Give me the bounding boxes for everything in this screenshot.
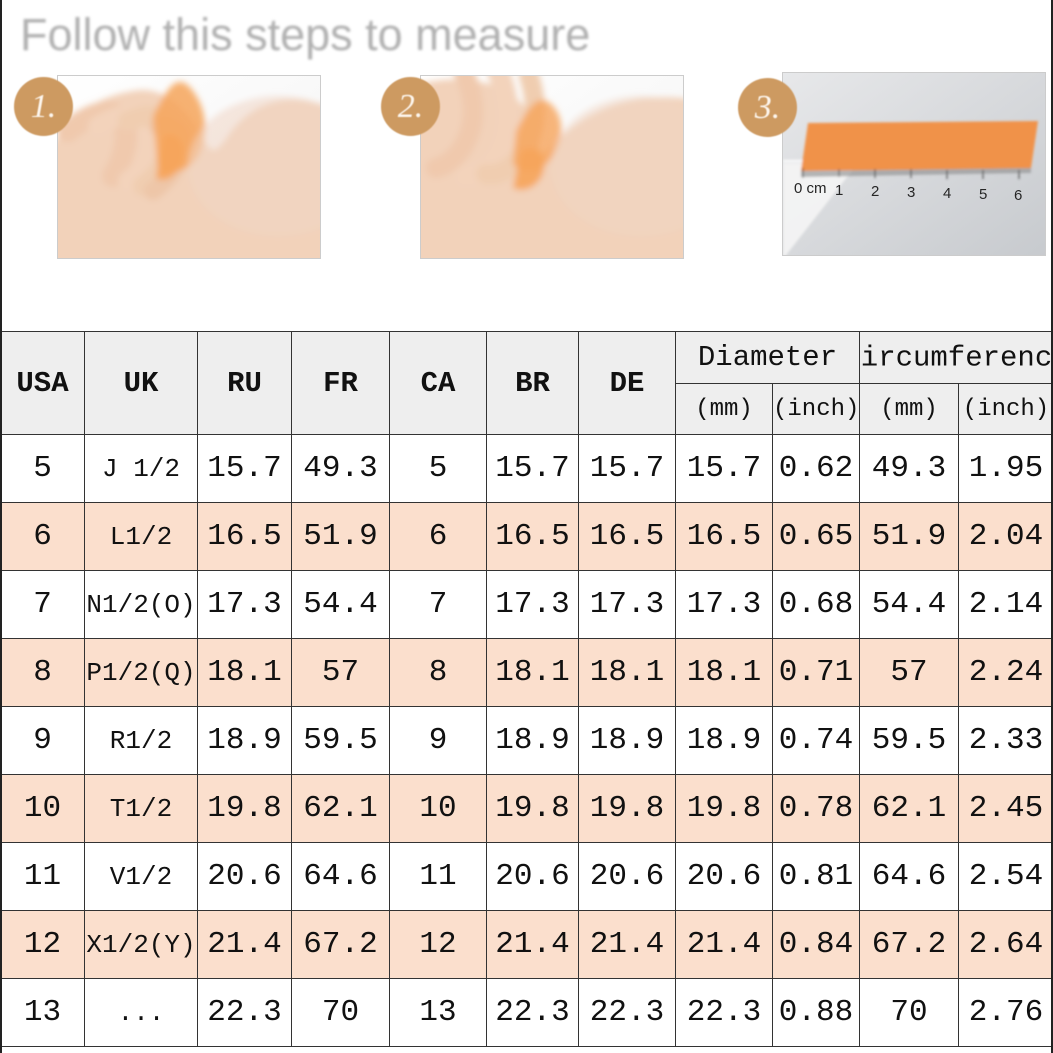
svg-text:1: 1	[835, 182, 843, 199]
svg-text:6: 6	[1014, 187, 1022, 204]
svg-text:4: 4	[943, 185, 951, 202]
svg-text:0 cm: 0 cm	[794, 180, 827, 197]
svg-text:5: 5	[979, 186, 987, 203]
svg-text:2: 2	[871, 183, 879, 200]
svg-text:3: 3	[907, 184, 915, 201]
